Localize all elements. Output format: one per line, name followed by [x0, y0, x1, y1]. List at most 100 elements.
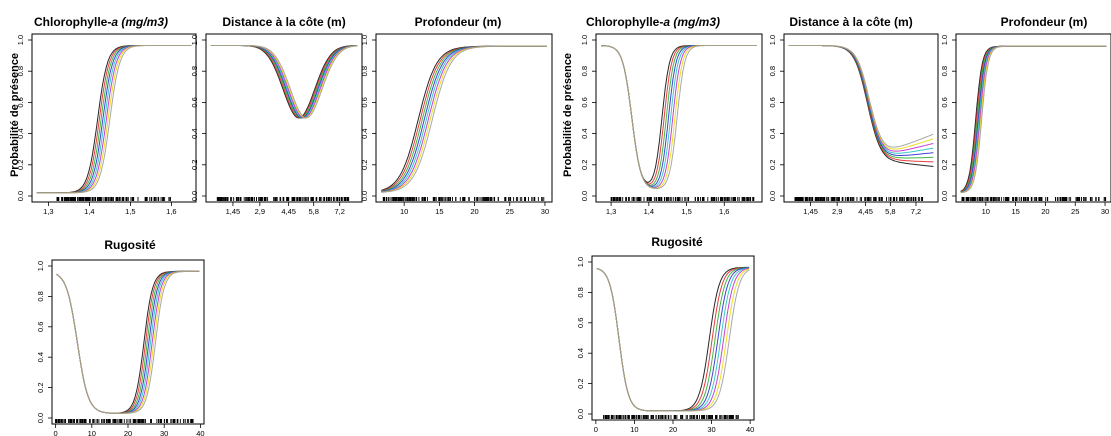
x-tick-label: 1,6 — [719, 207, 729, 216]
y-tick-label: 0.0 — [190, 191, 199, 201]
curve-line — [36, 45, 192, 194]
plot-profondeur-right: 0.0 0.2 0.4 0.6 0.8 1.0 10 15 20 25 30 — [940, 33, 1111, 216]
y-tick-label: 0.2 — [36, 382, 45, 392]
plot-frame — [375, 33, 553, 203]
x-tick-label: 0 — [54, 429, 58, 436]
plot-profondeur-left: 0.0 0.2 0.4 0.6 0.8 1.0 10 15 20 25 30 — [360, 33, 553, 216]
y-tick-label: 0.8 — [190, 66, 199, 76]
x-tick-label: 20 — [124, 429, 132, 436]
curve-line — [381, 45, 547, 193]
y-tick-label: 1.0 — [16, 35, 25, 45]
x-tick-label: 40 — [196, 429, 204, 436]
x-tick-label: 1,3 — [606, 207, 616, 216]
y-tick-label: 0.6 — [360, 97, 369, 107]
curve-line — [36, 45, 192, 194]
plot-frame — [783, 33, 939, 203]
curve-line — [56, 270, 200, 414]
y-tick-label: 0.0 — [580, 191, 589, 201]
title-chlorophylle-left: Chlorophylle-a (mg/m3) — [34, 15, 168, 29]
x-tick-label: 1,45 — [226, 207, 241, 216]
curve-line — [960, 45, 1107, 194]
y-tick-label: 0.0 — [576, 409, 585, 419]
y-tick-label: 0.2 — [190, 160, 199, 170]
x-tick-label: 30 — [707, 425, 715, 434]
curve-line — [600, 45, 757, 189]
y-tick-label: 0.0 — [360, 191, 369, 201]
title-profondeur-left: Profondeur (m) — [415, 15, 502, 29]
x-tick-label: 5,8 — [308, 207, 318, 216]
plot-frame — [31, 33, 197, 203]
y-tick-label: 0.8 — [16, 66, 25, 76]
y-tick-label: 0.4 — [190, 128, 199, 138]
curve-line — [600, 45, 757, 186]
curve-line — [36, 45, 192, 194]
x-tick-label: 10 — [630, 425, 638, 434]
y-tick-label: 0.6 — [580, 97, 589, 107]
x-tick-label: 15 — [435, 207, 443, 216]
x-tick-label: 20 — [470, 207, 478, 216]
curve-line — [381, 45, 547, 191]
plot-distance-left: 0.0 0.2 0.4 0.6 0.8 1.0 1,45 2,9 4,45 5,8 7,2 — [190, 33, 363, 216]
curve-line — [600, 45, 757, 183]
x-tick-label: 20 — [669, 425, 677, 434]
title-profondeur-right: Profondeur (m) — [1001, 15, 1088, 29]
y-tick-label: 0.2 — [940, 160, 949, 170]
y-tick-label: 1.0 — [36, 261, 45, 271]
x-tick-label: 1,6 — [166, 207, 176, 216]
x-tick-label: 4,45 — [281, 207, 296, 216]
curve-line — [36, 45, 192, 194]
plot-frame — [595, 33, 763, 203]
curve-line — [56, 270, 200, 414]
x-tick-label: 7,2 — [911, 207, 921, 216]
y-tick-label: 0.0 — [768, 191, 777, 201]
plot-rugosite-right: 0.0 0.2 0.4 0.6 0.8 1.0 0 10 20 30 40 — [576, 255, 755, 434]
y-tick-label: 0.4 — [360, 128, 369, 138]
curve-line — [788, 45, 934, 148]
x-tick-label: 1,5 — [125, 207, 135, 216]
x-tick-label: 20 — [1041, 207, 1049, 216]
x-tick-label: 15 — [1011, 207, 1019, 216]
x-tick-label: 10 — [982, 207, 990, 216]
y-tick-label: 1.0 — [360, 35, 369, 45]
curve-line — [36, 45, 192, 194]
plot-rugosite-left: 0.0 0.2 0.4 0.6 0.8 1.0 0 10 20 30 40 — [36, 259, 205, 436]
y-tick-label: 0.8 — [940, 66, 949, 76]
curve-line — [56, 270, 200, 414]
x-tick-label: 2,9 — [832, 207, 842, 216]
y-tick-label: 0.8 — [768, 66, 777, 76]
x-tick-label: 2,9 — [255, 207, 265, 216]
x-tick-label: 30 — [541, 207, 549, 216]
curve-line — [960, 45, 1107, 193]
x-tick-label: 5,8 — [885, 207, 895, 216]
x-tick-label: 0 — [594, 425, 598, 434]
y-tick-label: 0.4 — [940, 128, 949, 138]
y-tick-label: 0.6 — [16, 97, 25, 107]
y-tick-label: 0.4 — [576, 348, 585, 358]
y-tick-label: 0.6 — [576, 318, 585, 328]
curve-line — [36, 45, 192, 194]
y-tick-label: 0.8 — [360, 66, 369, 76]
plot-frame — [205, 33, 363, 203]
y-tick-label: 1.0 — [580, 35, 589, 45]
curve-line — [36, 45, 192, 194]
curve-line — [56, 270, 200, 414]
plot-frame — [955, 33, 1111, 203]
y-tick-label: 0.8 — [36, 291, 45, 301]
y-tick-label: 0.8 — [580, 66, 589, 76]
y-tick-label: 0.0 — [36, 413, 45, 423]
y-tick-label: 1.0 — [190, 35, 199, 45]
plot-distance-right: 0.0 0.2 0.4 0.6 0.8 1.0 1,45 2,9 4,45 5,8 7,2 — [768, 33, 939, 216]
curve-line — [600, 45, 757, 187]
plot-chlorophylle-left: 0.0 0.2 0.4 0.6 0.8 1.0 1,3 1,4 1,5 1,6 — [16, 33, 197, 216]
curve-line — [56, 270, 200, 414]
y-tick-label: 0.2 — [576, 378, 585, 388]
x-tick-label: 4,45 — [858, 207, 873, 216]
y-tick-label: 0.0 — [940, 191, 949, 201]
curve-line — [381, 45, 547, 192]
y-tick-label: 0.4 — [768, 128, 777, 138]
curve-line — [600, 45, 757, 185]
x-tick-label: 40 — [746, 425, 754, 434]
curve-line — [381, 45, 547, 193]
y-tick-label: 0.4 — [36, 352, 45, 362]
